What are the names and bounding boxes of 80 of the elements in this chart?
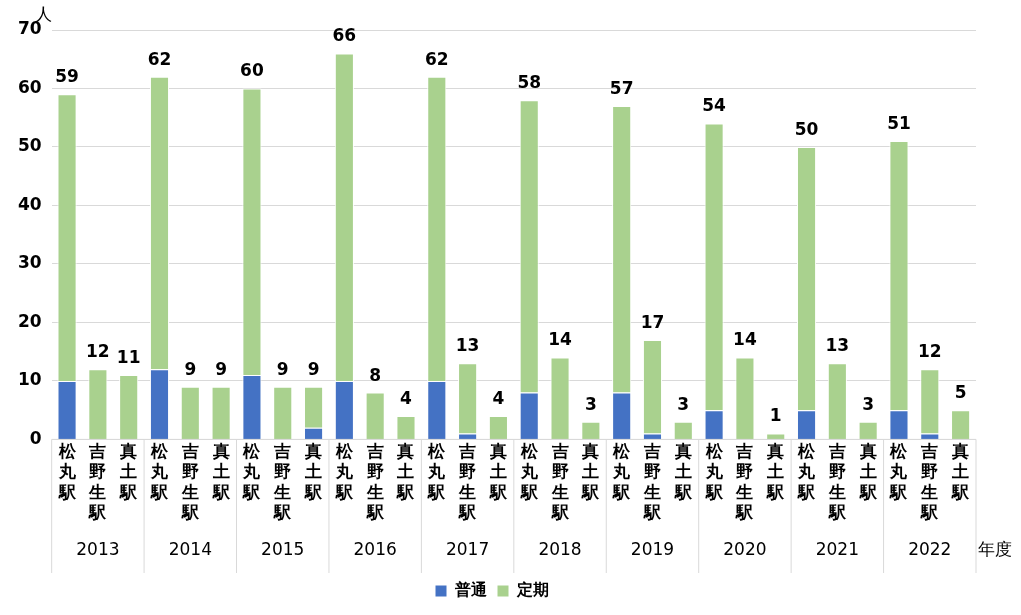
x-tick-label: 真土駅 bbox=[304, 441, 324, 502]
total-label: 14 bbox=[733, 329, 757, 350]
x-tick-label: 真土駅 bbox=[581, 441, 601, 502]
x-tick-label: 松丸駅 bbox=[797, 441, 817, 502]
x-tick-label: 松丸駅 bbox=[57, 441, 77, 502]
y-tick-label: 30 bbox=[17, 252, 42, 273]
x-tick-label: 真土駅 bbox=[673, 441, 693, 502]
y-tick-label: 50 bbox=[17, 135, 42, 156]
x-tick-label: 吉野生駅 bbox=[88, 441, 108, 523]
total-label: 62 bbox=[147, 48, 172, 69]
legend-label: 普通 bbox=[454, 580, 488, 600]
x-tick-label: 松丸駅 bbox=[612, 441, 632, 502]
text: 2014 bbox=[168, 539, 212, 560]
y-tick-label: 20 bbox=[17, 310, 42, 331]
x-tick-label: 松丸駅 bbox=[427, 441, 447, 502]
total-label: 12 bbox=[917, 341, 942, 362]
text: 2016 bbox=[353, 539, 397, 560]
total-label: 4 bbox=[400, 387, 413, 408]
total-label: 3 bbox=[584, 393, 597, 414]
x-tick-label: 真土駅 bbox=[766, 441, 786, 502]
x-tick-label: 吉野生駅 bbox=[827, 441, 847, 523]
text: 2018 bbox=[538, 539, 582, 560]
x-tick-label: 吉野生駅 bbox=[273, 441, 293, 523]
total-label: 9 bbox=[307, 358, 320, 379]
x-tick-label: 吉野生駅 bbox=[642, 441, 662, 523]
x-tick-label: 吉野生駅 bbox=[458, 441, 478, 523]
x-tick-label: 吉野生駅 bbox=[180, 441, 200, 523]
text: 2017 bbox=[445, 539, 490, 560]
x-tick-label: 吉野生駅 bbox=[550, 441, 570, 523]
total-label: 58 bbox=[517, 72, 542, 93]
total-label: 62 bbox=[424, 48, 449, 69]
total-label: 14 bbox=[548, 329, 573, 350]
x-tick-label: 真土駅 bbox=[858, 441, 878, 502]
y-tick-label: 10 bbox=[17, 369, 42, 390]
total-label: 13 bbox=[455, 335, 480, 356]
total-label: 59 bbox=[55, 66, 79, 87]
y-tick-label: 0 bbox=[29, 427, 42, 448]
total-label: 9 bbox=[215, 358, 228, 379]
x-tick-label: 真土駅 bbox=[488, 441, 508, 502]
total-label: 3 bbox=[677, 393, 690, 414]
x-tick-label: 松丸駅 bbox=[519, 441, 539, 502]
text: 2015 bbox=[261, 539, 305, 560]
x-tick-label: 吉野生駅 bbox=[735, 441, 755, 523]
x-tick-label: 真土駅 bbox=[396, 441, 416, 502]
x-tick-label: 真土駅 bbox=[211, 441, 231, 502]
total-label: 3 bbox=[862, 393, 875, 414]
total-label: 8 bbox=[369, 364, 382, 385]
total-label: 51 bbox=[887, 113, 911, 134]
total-label: 17 bbox=[640, 311, 665, 332]
y-tick-label: 60 bbox=[17, 76, 42, 97]
total-label: 11 bbox=[116, 346, 141, 367]
total-label: 9 bbox=[184, 358, 197, 379]
x-tick-label: 真土駅 bbox=[119, 441, 139, 502]
x-tick-label: 吉野生駅 bbox=[365, 441, 385, 523]
total-label: 9 bbox=[276, 358, 289, 379]
total-label: 57 bbox=[609, 77, 634, 98]
total-label: 54 bbox=[702, 95, 727, 116]
text: 2020 bbox=[723, 539, 767, 560]
total-label: 4 bbox=[492, 387, 505, 408]
total-label: 5 bbox=[954, 382, 967, 403]
x-tick-label: 松丸駅 bbox=[704, 441, 724, 502]
total-label: 50 bbox=[794, 118, 819, 139]
x-tick-label: 松丸駅 bbox=[889, 441, 909, 502]
x-tick-label: 松丸駅 bbox=[150, 441, 169, 502]
total-label: 66 bbox=[332, 25, 357, 46]
x-tick-label: 吉野生駅 bbox=[920, 441, 940, 523]
y-tick-label: 40 bbox=[17, 193, 42, 214]
text: 2019 bbox=[630, 539, 675, 560]
x-tick-label: 真土駅 bbox=[951, 441, 971, 502]
x-tick-label: 松丸駅 bbox=[334, 441, 354, 502]
total-label: 13 bbox=[825, 335, 850, 356]
x-tick-label: 松丸駅 bbox=[242, 441, 262, 502]
total-label: 1 bbox=[769, 405, 782, 426]
text: 2022 bbox=[908, 539, 952, 560]
legend-label: 定期 bbox=[516, 580, 549, 600]
x-axis-title: 年度 bbox=[978, 539, 1012, 560]
total-label: 60 bbox=[240, 60, 264, 81]
total-label: 12 bbox=[86, 341, 110, 362]
text: 2013 bbox=[76, 539, 120, 560]
text: 2021 bbox=[815, 539, 859, 560]
